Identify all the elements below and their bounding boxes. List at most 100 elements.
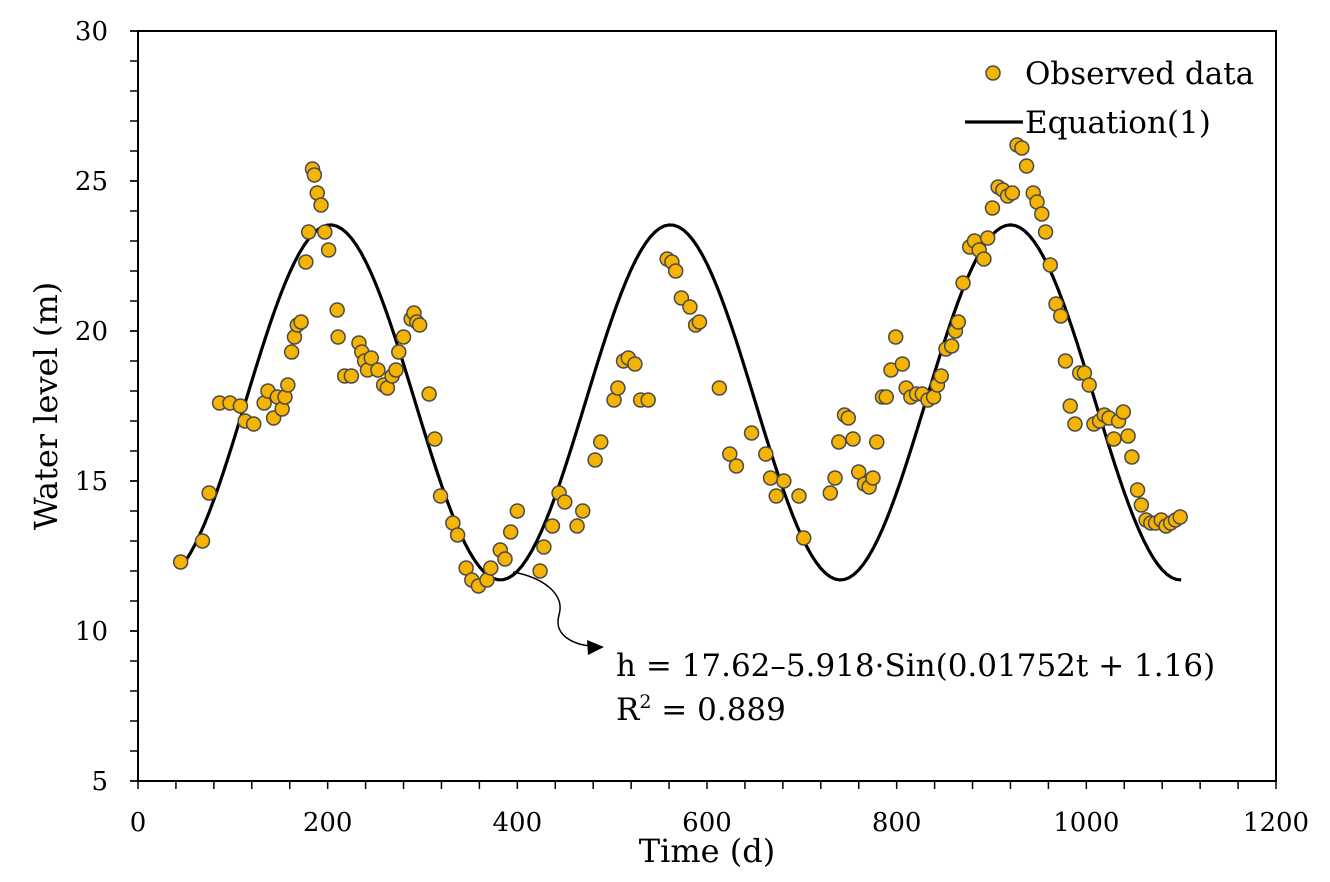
observed-point	[878, 389, 894, 405]
observed-point	[768, 488, 784, 504]
observed-point	[388, 362, 404, 378]
r-squared-value: = 0.889	[651, 692, 785, 728]
observed-point	[449, 527, 466, 543]
observed-point	[497, 551, 513, 567]
observed-point	[593, 434, 609, 450]
x-minor-ticks	[137, 781, 1277, 789]
observed-point	[762, 470, 779, 486]
legend: Observed data Equation(1)	[965, 56, 1254, 141]
observed-point	[370, 362, 386, 378]
observed-point	[791, 488, 807, 504]
observed-point	[667, 263, 684, 279]
observed-point	[317, 224, 333, 240]
observed-point	[1081, 377, 1097, 393]
legend-observed-label: Observed data	[1025, 56, 1254, 92]
annotation-arrow	[512, 571, 593, 647]
observed-point	[194, 533, 211, 549]
observed-point	[536, 539, 552, 555]
observed-point	[1129, 482, 1146, 498]
x-tick-label: 1200	[1243, 808, 1309, 838]
observed-point	[869, 434, 885, 450]
observed-point	[172, 554, 189, 570]
observed-point	[298, 254, 314, 270]
observed-point	[293, 314, 309, 330]
observed-point	[1172, 509, 1188, 525]
r-squared-symbol: R	[616, 692, 641, 728]
observed-point	[587, 452, 603, 468]
observed-point	[933, 368, 949, 384]
observed-point	[427, 431, 443, 447]
observed-point	[840, 410, 857, 426]
observed-point	[283, 344, 300, 360]
observed-point	[1133, 497, 1150, 513]
observed-point	[557, 494, 573, 510]
y-tick-label: 25	[75, 167, 108, 197]
y-tick-label: 20	[75, 317, 108, 347]
observed-point	[1124, 449, 1140, 465]
observed-point	[865, 470, 881, 486]
observed-point	[300, 224, 317, 240]
observed-point	[795, 530, 812, 546]
observed-point	[758, 446, 774, 462]
y-tick-label: 10	[75, 617, 108, 647]
observed-point	[1062, 398, 1078, 414]
observed-point	[343, 368, 360, 384]
observed-point	[845, 431, 861, 447]
observed-point	[827, 470, 843, 486]
observed-point	[979, 230, 996, 246]
observed-point	[575, 503, 591, 519]
observed-point	[1106, 431, 1122, 447]
observed-point	[610, 380, 626, 396]
observed-point	[1004, 185, 1021, 201]
r-squared-exponent: 2	[639, 691, 651, 713]
observed-point	[391, 344, 407, 360]
observed-point	[1034, 206, 1050, 222]
y-axis-ticks: 5 10 15 20 25 30	[75, 17, 138, 797]
observed-point	[984, 200, 1001, 216]
observed-point	[955, 275, 971, 291]
observed-point	[1057, 353, 1074, 369]
annotation: h = 17.62–5.918·Sin(0.01752t + 1.16) R2 …	[512, 571, 1215, 728]
observed-point	[1037, 224, 1054, 240]
observed-point	[395, 329, 412, 345]
annotation-arrowhead	[587, 640, 604, 655]
x-axis-title: Time (d)	[639, 832, 775, 870]
y-tick-label: 30	[75, 17, 108, 47]
y-axis-title: Water level (m)	[27, 282, 65, 530]
x-tick-label: 1000	[1053, 808, 1119, 838]
observed-point	[483, 560, 499, 576]
r-squared: R2 = 0.889	[616, 691, 786, 728]
series-observed-points	[172, 137, 1188, 594]
observed-point	[320, 242, 337, 258]
observed-point	[330, 329, 346, 345]
observed-point	[1115, 404, 1132, 420]
x-tick-label: 800	[872, 808, 922, 838]
observed-point	[640, 392, 656, 408]
observed-point	[1014, 140, 1030, 156]
legend-observed-marker	[985, 65, 1001, 81]
observed-point	[1120, 428, 1136, 444]
observed-point	[245, 416, 262, 432]
observed-point	[887, 329, 904, 345]
observed-point	[313, 197, 329, 213]
observed-point	[943, 338, 960, 354]
legend-equation-label: Equation(1)	[1025, 105, 1211, 141]
plot-frame	[137, 30, 1277, 782]
observed-point	[894, 356, 911, 372]
observed-point	[363, 350, 380, 366]
observed-point	[502, 524, 519, 540]
observed-point	[722, 446, 738, 462]
observed-point	[544, 518, 561, 534]
observed-point	[232, 398, 249, 414]
observed-point	[1018, 158, 1035, 174]
observed-point	[1067, 416, 1083, 432]
observed-point	[831, 434, 847, 450]
observed-point	[329, 302, 345, 318]
y-tick-label: 15	[75, 467, 108, 497]
observed-point	[421, 386, 437, 402]
observed-point	[950, 314, 967, 330]
x-axis-ticks: 0 200 400 600 800 1000 1200	[130, 808, 1309, 838]
observed-point	[569, 518, 585, 534]
observed-point	[1052, 308, 1069, 324]
